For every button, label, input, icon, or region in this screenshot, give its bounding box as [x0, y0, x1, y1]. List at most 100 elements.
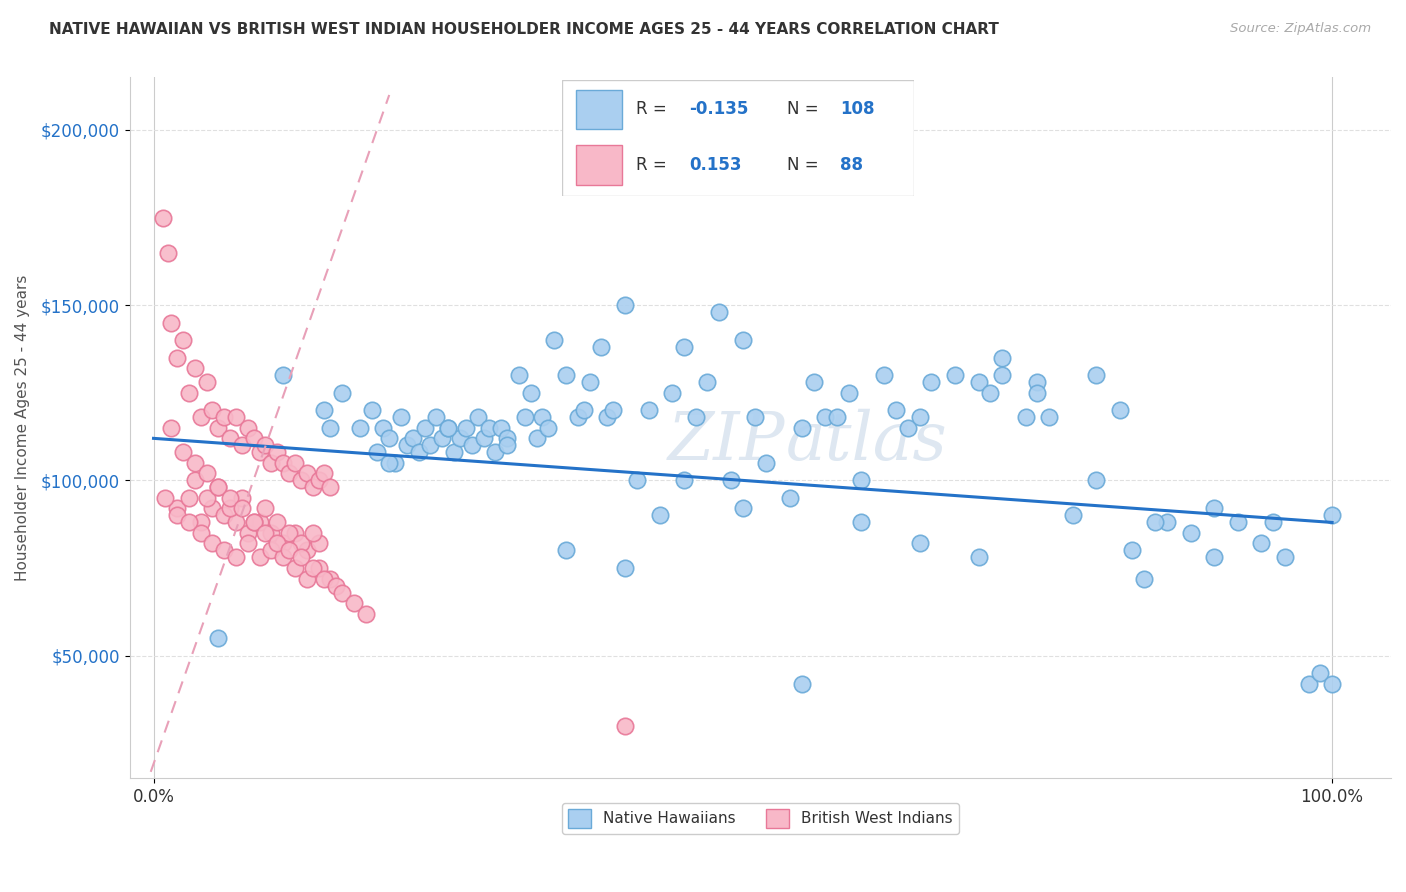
Point [354, 607, 377, 621]
Point [308, 474, 330, 488]
Point [290, 536, 312, 550]
Point [373, 421, 395, 435]
Point [212, 508, 235, 523]
Point [343, 596, 366, 610]
Point [1250, 536, 1272, 550]
Point [314, 403, 336, 417]
Point [408, 445, 430, 459]
Point [1085, 368, 1108, 383]
Point [991, 351, 1014, 365]
FancyBboxPatch shape [562, 80, 914, 196]
Point [513, 410, 536, 425]
Point [266, 536, 288, 550]
Point [897, 421, 920, 435]
Point [402, 431, 425, 445]
Point [284, 561, 307, 575]
Text: R =: R = [636, 156, 672, 174]
Point [1132, 572, 1154, 586]
Point [166, 351, 188, 365]
Point [231, 491, 253, 505]
Point [278, 543, 301, 558]
Point [260, 456, 283, 470]
Point [166, 508, 188, 523]
Point [685, 410, 707, 425]
Point [325, 578, 347, 592]
Point [543, 333, 565, 347]
Point [184, 474, 207, 488]
Point [613, 298, 636, 312]
Point [991, 368, 1014, 383]
Point [360, 403, 382, 417]
Point [242, 516, 264, 530]
Point [207, 421, 229, 435]
Point [301, 525, 323, 540]
Point [825, 410, 848, 425]
Point [212, 410, 235, 425]
Point [212, 543, 235, 558]
Point [613, 561, 636, 575]
Point [613, 719, 636, 733]
Point [225, 550, 247, 565]
Point [1180, 525, 1202, 540]
Point [166, 501, 188, 516]
Point [160, 316, 183, 330]
Point [555, 368, 578, 383]
Point [301, 561, 323, 575]
Point [731, 501, 754, 516]
Point [319, 572, 342, 586]
Point [790, 676, 813, 690]
Point [260, 543, 283, 558]
Point [967, 376, 990, 390]
Point [201, 536, 224, 550]
Point [979, 385, 1001, 400]
Point [1309, 666, 1331, 681]
Point [384, 456, 406, 470]
Point [537, 421, 560, 435]
Point [1298, 676, 1320, 690]
Point [284, 525, 307, 540]
Point [389, 410, 412, 425]
Point [207, 480, 229, 494]
Point [526, 431, 548, 445]
Point [295, 543, 318, 558]
Point [696, 376, 718, 390]
Point [295, 467, 318, 481]
Text: N =: N = [787, 156, 824, 174]
Point [779, 491, 801, 505]
Text: 108: 108 [841, 100, 875, 119]
Point [231, 501, 253, 516]
Point [967, 550, 990, 565]
Point [602, 403, 624, 417]
Point [155, 491, 177, 505]
Point [278, 467, 301, 481]
Point [378, 456, 401, 470]
Point [236, 525, 259, 540]
Point [437, 421, 460, 435]
Point [201, 403, 224, 417]
Point [489, 421, 512, 435]
Point [472, 431, 495, 445]
Point [626, 474, 648, 488]
Point [531, 410, 554, 425]
Point [236, 421, 259, 435]
Point [314, 467, 336, 481]
Point [190, 516, 212, 530]
Point [201, 501, 224, 516]
Point [184, 361, 207, 376]
Text: R =: R = [636, 100, 672, 119]
Point [1038, 410, 1060, 425]
Point [195, 467, 218, 481]
Point [319, 421, 342, 435]
Point [207, 631, 229, 645]
Point [301, 480, 323, 494]
Y-axis label: Householder Income Ages 25 - 44 years: Householder Income Ages 25 - 44 years [15, 275, 30, 581]
Point [449, 431, 471, 445]
Point [242, 516, 264, 530]
Point [637, 403, 659, 417]
Legend: Native Hawaiians, British West Indians: Native Hawaiians, British West Indians [562, 803, 959, 834]
Point [271, 456, 294, 470]
Point [330, 385, 353, 400]
Point [195, 491, 218, 505]
Point [744, 410, 766, 425]
Point [755, 456, 778, 470]
